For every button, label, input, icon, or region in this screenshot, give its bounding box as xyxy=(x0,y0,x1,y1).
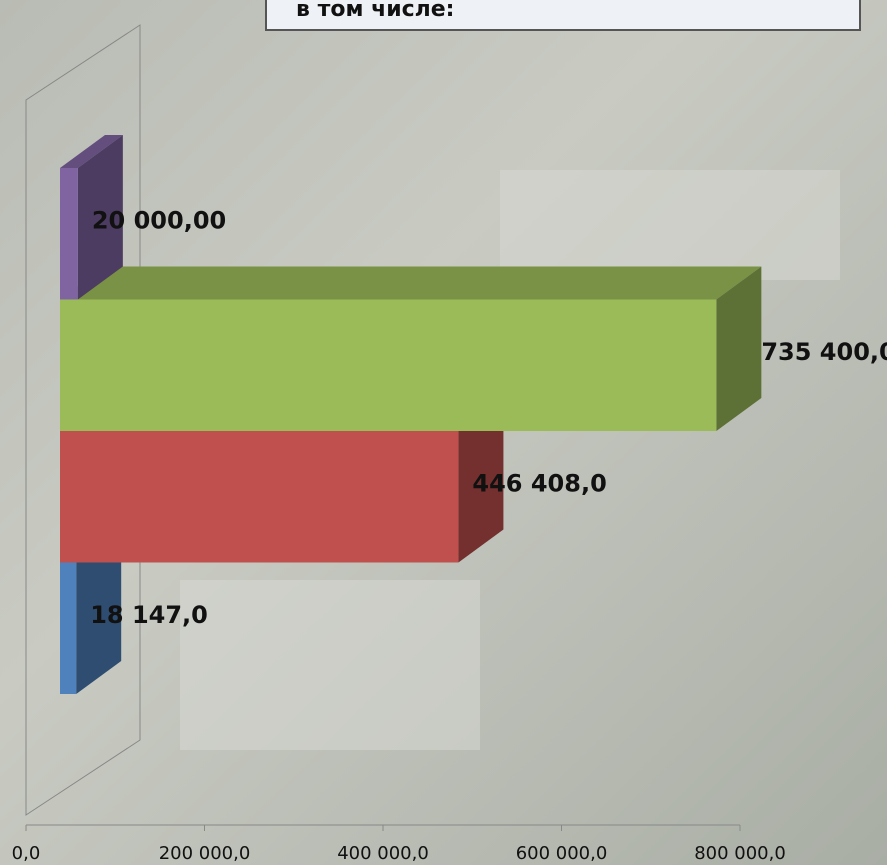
x-tick-label: 200 000,0 xyxy=(159,843,251,864)
bar xyxy=(60,562,77,694)
x-tick-label: 600 000,0 xyxy=(516,843,608,864)
bar-top xyxy=(60,135,123,168)
x-tick-label: 400 000,0 xyxy=(337,843,429,864)
bar-top xyxy=(60,266,762,300)
value-label: 446 408,0 xyxy=(472,469,606,497)
value-label: 18 147,0 xyxy=(90,601,208,629)
x-tick-label: 0,0 xyxy=(12,843,41,864)
value-label: 735 400,0 xyxy=(761,338,887,366)
chart-title: в том числе: xyxy=(296,0,454,22)
bar xyxy=(60,431,459,563)
bar-side xyxy=(716,266,762,431)
background-building xyxy=(500,170,840,280)
bar xyxy=(60,299,717,431)
bar xyxy=(60,168,78,300)
plot-area: 0,0 200 000,0 400 000,0 600 000,0 800 000,0 1… xyxy=(12,24,887,864)
bar-side xyxy=(76,529,122,694)
bar-side xyxy=(77,135,123,300)
value-label: 20 000,00 xyxy=(92,206,226,234)
background-building xyxy=(180,580,480,750)
bar-side xyxy=(458,398,504,563)
title-box xyxy=(265,0,861,31)
back-wall xyxy=(25,24,141,816)
x-tick-label: 800 000,0 xyxy=(694,843,786,864)
